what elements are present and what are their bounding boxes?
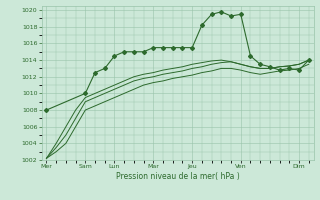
X-axis label: Pression niveau de la mer( hPa ): Pression niveau de la mer( hPa ) [116, 172, 239, 181]
